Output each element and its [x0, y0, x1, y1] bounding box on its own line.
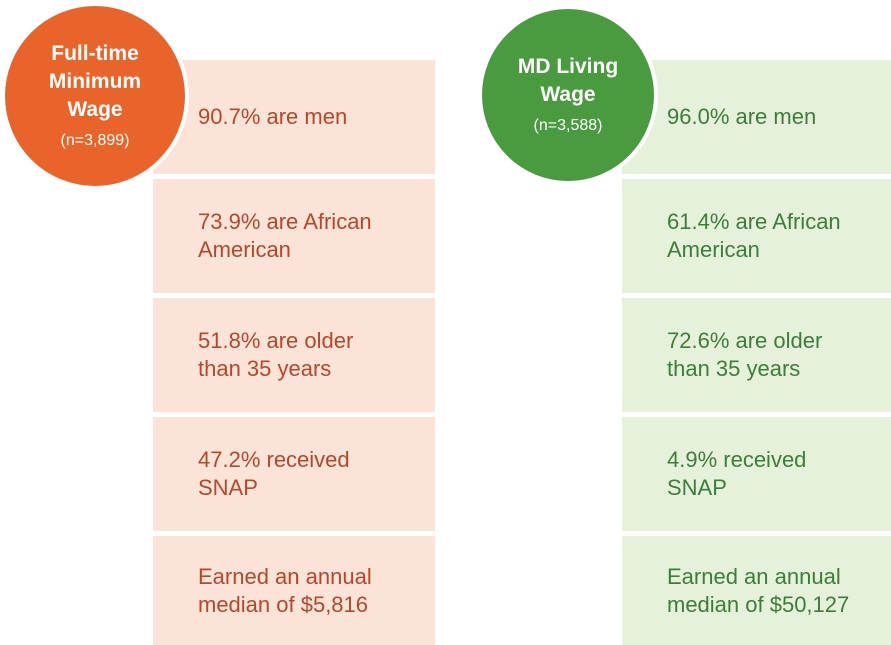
stat-box: Earned an annual median of $50,127 [622, 536, 891, 645]
stat-box: 51.8% are older than 35 years [153, 298, 435, 412]
stat-text: Earned an annual [667, 563, 841, 589]
stat-box: 96.0% are men [622, 60, 891, 174]
stat-text: 96.0% are men [667, 104, 817, 129]
stat-text: 4.9% received [667, 447, 807, 472]
stat-text: than 35 years [667, 356, 801, 381]
stat-box: 73.9% are African American [153, 179, 435, 293]
stat-text: 47.2% received [198, 447, 350, 472]
stat-text: American [198, 237, 291, 262]
stat-text: 72.6% are older [667, 328, 823, 353]
stat-text: 51.8% are older [198, 328, 354, 353]
stat-text: American [667, 237, 760, 262]
stat-box: 72.6% are older than 35 years [622, 298, 891, 412]
stat-text: than 35 years [198, 356, 332, 381]
stat-box: 61.4% are African American [622, 179, 891, 293]
stat-text: median of $50,127 [667, 591, 850, 617]
stat-box: 4.9% received SNAP [622, 417, 891, 531]
badge-title: Wage [67, 98, 123, 121]
badge-title: Wage [540, 83, 596, 106]
stat-text: median of $5,816 [198, 591, 369, 617]
badge-count: (n=3,588) [533, 117, 603, 134]
stat-text: SNAP [667, 475, 727, 500]
stat-box: 47.2% received SNAP [153, 417, 435, 531]
badge-count: (n=3,899) [60, 132, 130, 149]
group-badge: Full-time Minimum Wage (n=3,899) [1, 2, 189, 190]
group-badge: MD Living Wage (n=3,588) [478, 5, 658, 185]
stat-text: 73.9% are African [198, 209, 372, 234]
stat-box: 90.7% are men [153, 60, 435, 174]
stat-box: Earned an annual median of $5,816 [153, 536, 435, 645]
stat-text: Earned an annual [198, 563, 372, 589]
stat-text: 90.7% are men [198, 104, 348, 129]
stat-text: 61.4% are African [667, 209, 841, 234]
badge-title: Full-time [51, 42, 139, 65]
badge-title: Minimum [48, 70, 142, 93]
badge-title: MD Living [517, 55, 619, 78]
stat-text: SNAP [198, 475, 258, 500]
